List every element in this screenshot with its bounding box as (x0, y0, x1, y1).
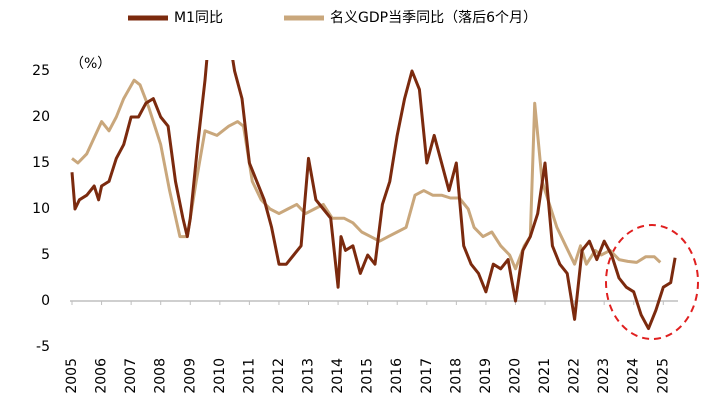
x-tick-label: 2017 (419, 358, 435, 394)
series-line (71, 78, 662, 271)
x-tick-label: 2025 (655, 358, 671, 394)
y-tick-label: -5 (36, 339, 50, 355)
y-tick-label: 15 (32, 155, 50, 171)
y-tick-label: 20 (32, 109, 50, 125)
y-tick-label: 10 (32, 201, 50, 217)
x-tick-label: 2015 (360, 358, 376, 394)
x-tick-label: 2024 (626, 358, 642, 394)
x-tick-label: 2009 (182, 358, 198, 394)
y-tick-label: 25 (32, 63, 50, 79)
y-tick-label: 0 (41, 293, 50, 309)
x-tick-label: 2014 (330, 358, 346, 394)
x-tick-label: 2012 (271, 358, 287, 394)
x-tick-label: 2011 (241, 358, 257, 394)
highlight-ellipse (605, 224, 699, 340)
plot-area (70, 60, 677, 331)
x-tick-label: 2023 (596, 358, 612, 394)
series-line (70, 60, 677, 331)
x-tick-label: 2018 (448, 358, 464, 394)
x-tick-label: 2013 (301, 358, 317, 394)
x-tick-label: 2005 (64, 358, 80, 394)
x-tick-label: 2020 (507, 358, 523, 394)
x-tick-label: 2019 (478, 358, 494, 394)
x-tick-label: 2016 (389, 358, 405, 394)
x-tick-label: 2007 (123, 358, 139, 394)
x-tick-label: 2021 (537, 358, 553, 394)
y-axis-label: （%） (70, 56, 111, 72)
x-tick-label: 2008 (153, 358, 169, 394)
legend-label: 名义GDP当季同比（落后6个月） (330, 10, 537, 26)
y-tick-label: 5 (41, 247, 50, 263)
x-tick-label: 2022 (567, 358, 583, 394)
legend-label: M1同比 (174, 10, 223, 26)
x-tick-label: 2006 (94, 358, 110, 394)
x-tick-label: 2010 (212, 358, 228, 394)
